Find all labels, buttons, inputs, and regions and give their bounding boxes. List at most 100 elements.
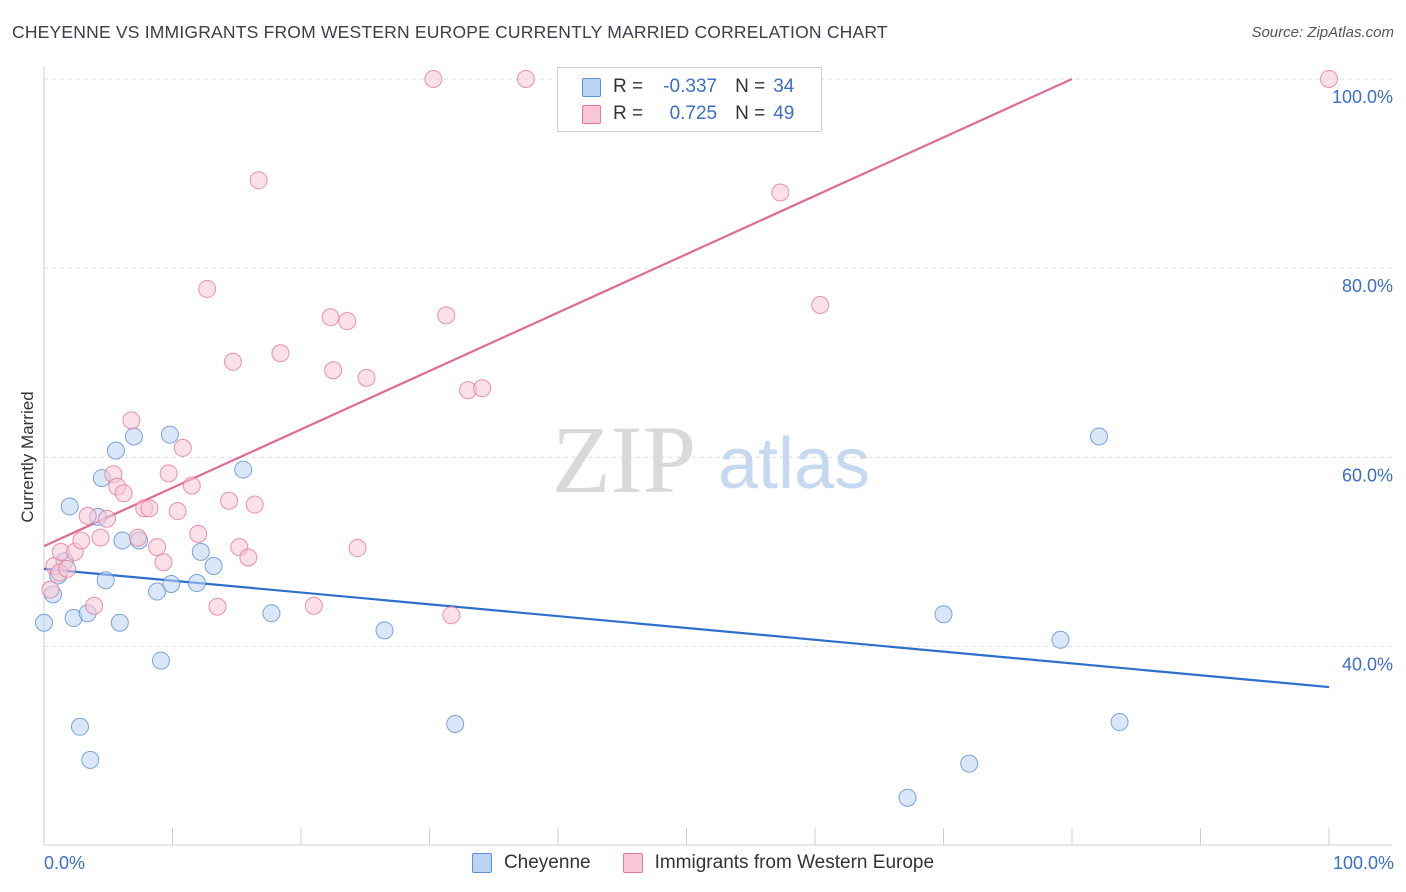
gridlines <box>44 78 1392 647</box>
immigrants-point <box>41 580 60 599</box>
immigrants-point <box>159 464 178 483</box>
correlation-legend: R = -0.337 N = 34 R = 0.725 N = 49 <box>557 67 822 132</box>
immigrants-point <box>72 531 91 550</box>
cheyenne-point <box>70 717 89 736</box>
y-tick-label: 80.0% <box>1342 276 1393 296</box>
cheyenne-point <box>60 497 79 516</box>
cheyenne-point <box>124 427 143 446</box>
cheyenne-point <box>151 651 170 670</box>
chart-title: CHEYENNE VS IMMIGRANTS FROM WESTERN EURO… <box>12 22 888 42</box>
immigrants-trend-line <box>43 77 1073 548</box>
r-value: 0.725 <box>669 103 718 124</box>
r-label: R = <box>613 103 644 124</box>
y-tick-label: 100.0% <box>1332 87 1393 107</box>
legend-label-immigrants: Immigrants from Western Europe <box>654 852 935 873</box>
legend-row-cheyenne: R = -0.337 N = 34 <box>582 74 794 100</box>
n-value: 34 <box>773 76 795 97</box>
watermark-zip: ZIP <box>552 406 696 513</box>
cheyenne-point <box>35 613 53 632</box>
x-tick-min: 0.0% <box>44 853 86 873</box>
immigrants-point <box>97 509 116 528</box>
immigrants-point <box>239 548 258 567</box>
immigrants-swatch <box>622 853 643 873</box>
source-label: Source: ZipAtlas.com <box>1251 24 1394 41</box>
immigrants-point <box>442 606 461 625</box>
immigrants-point <box>437 306 456 325</box>
immigrants-point <box>78 506 97 525</box>
legend-item-immigrants: Immigrants from Western Europe <box>622 852 935 874</box>
n-label: N = <box>735 76 766 97</box>
cheyenne-point <box>106 441 125 460</box>
immigrants-point <box>1320 70 1338 88</box>
immigrants-point <box>473 379 492 398</box>
cheyenne-point <box>204 557 223 576</box>
immigrants-point <box>182 476 201 495</box>
cheyenne-swatch <box>471 853 492 873</box>
immigrants-point <box>811 296 830 315</box>
immigrants-point <box>249 171 268 190</box>
immigrants-point <box>324 361 343 380</box>
cheyenne-point <box>1051 630 1070 649</box>
immigrants-point <box>198 279 217 298</box>
immigrants-point <box>122 411 141 430</box>
immigrants-point <box>338 312 357 331</box>
cheyenne-trend-line <box>43 567 1330 689</box>
r-label: R = <box>613 76 644 97</box>
immigrants-point <box>357 368 376 387</box>
immigrants-point <box>168 502 187 521</box>
cheyenne-point <box>187 574 206 593</box>
cheyenne-point <box>934 605 953 624</box>
data-points <box>35 70 1338 807</box>
cheyenne-point <box>162 574 181 593</box>
trend-lines <box>43 77 1330 689</box>
immigrants-point <box>140 499 159 518</box>
y-tick-label: 60.0% <box>1342 465 1393 485</box>
immigrants-point <box>114 484 133 503</box>
x-tick-max: 100.0% <box>1332 853 1394 873</box>
cheyenne-point <box>113 531 132 550</box>
immigrants-swatch <box>582 104 601 124</box>
immigrants-point <box>58 559 77 578</box>
immigrants-point <box>189 524 208 543</box>
immigrants-point <box>271 344 290 363</box>
immigrants-point <box>424 70 443 88</box>
cheyenne-point <box>81 750 100 769</box>
legend-label-cheyenne: Cheyenne <box>503 852 591 873</box>
cheyenne-point <box>1110 713 1129 732</box>
cheyenne-point <box>191 542 210 561</box>
immigrants-point <box>128 528 147 547</box>
immigrants-point <box>91 528 110 547</box>
cheyenne-point <box>1089 427 1108 446</box>
cheyenne-swatch <box>582 77 601 97</box>
immigrants-point <box>208 597 227 616</box>
immigrants-point <box>771 183 790 202</box>
cheyenne-point <box>262 604 281 623</box>
immigrants-point <box>85 596 104 615</box>
cheyenne-point <box>148 582 167 601</box>
legend-row-immigrants: R = 0.725 N = 49 <box>582 101 794 127</box>
immigrants-point <box>220 491 239 510</box>
axes <box>43 66 1392 846</box>
cheyenne-point <box>960 754 979 773</box>
y-tick-labels: 40.0% 60.0% 80.0% 100.0% <box>1332 87 1393 674</box>
y-tick-label: 40.0% <box>1342 654 1393 674</box>
cheyenne-point <box>96 571 115 590</box>
immigrants-point <box>304 596 323 615</box>
cheyenne-point <box>234 460 253 479</box>
n-label: N = <box>735 103 766 124</box>
immigrants-point <box>173 438 192 457</box>
immigrants-point <box>223 352 242 371</box>
cheyenne-point <box>375 621 394 640</box>
cheyenne-point <box>110 613 129 632</box>
r-value: -0.337 <box>663 76 718 97</box>
immigrants-point <box>321 308 340 327</box>
immigrants-point <box>154 553 173 572</box>
cheyenne-point <box>898 788 917 807</box>
legend-item-cheyenne: Cheyenne <box>471 852 591 874</box>
immigrants-point <box>348 539 367 558</box>
series-legend: Cheyenne Immigrants from Western Europe <box>0 852 1406 874</box>
immigrants-point <box>148 538 167 557</box>
immigrants-point <box>516 70 535 88</box>
cheyenne-point <box>160 425 179 444</box>
